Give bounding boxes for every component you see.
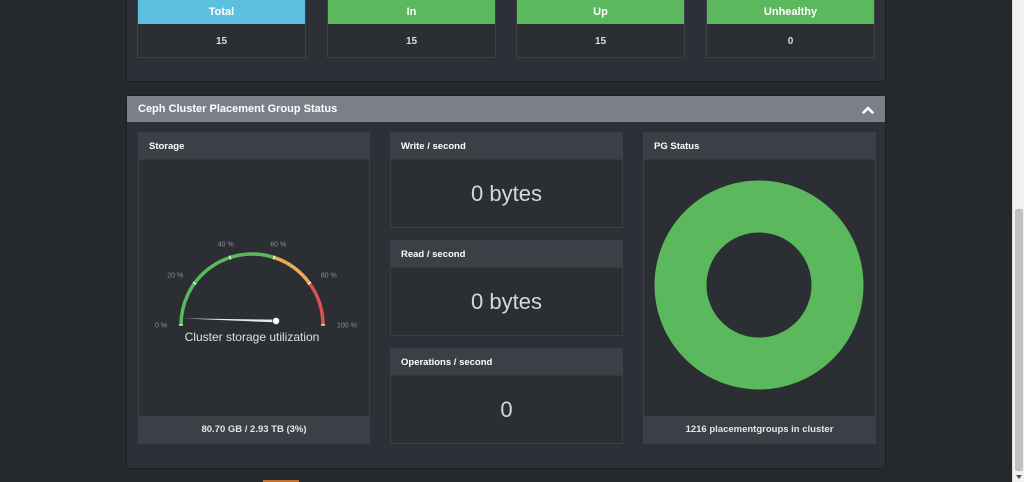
stat-unhealthy-value: 0 — [787, 36, 794, 47]
next-panel-edge — [263, 480, 299, 482]
pg-panel-title: Ceph Cluster Placement Group Status — [138, 103, 338, 115]
gauge-needle-hub — [272, 317, 280, 325]
osd-status-panel: Total 15 In 15 Up 15 Unhealthy 0 — [126, 0, 886, 82]
gauge-arc-warn — [273, 255, 311, 285]
gauge-tick-mark — [228, 255, 232, 260]
stat-up: Up 15 — [516, 0, 685, 58]
stat-up-header: Up — [517, 0, 684, 24]
stat-up-value: 15 — [594, 36, 607, 47]
gauge-tick-label: 80 % — [321, 273, 337, 280]
page-scrollbar[interactable] — [1012, 0, 1024, 482]
operations-card: Operations / second 0 — [390, 348, 623, 444]
stat-in-header: In — [328, 0, 495, 24]
stat-total-header: Total — [138, 0, 305, 24]
stat-in-value: 15 — [405, 36, 418, 47]
storage-card-title: Storage — [139, 133, 369, 160]
storage-gauge: 0 % 20 % 40 % 60 % 80 % 100 % Cluster storage … — [155, 242, 357, 344]
gauge-tick-mark — [192, 281, 197, 285]
gauge-tick-mark — [307, 281, 312, 285]
gauge-caption: Cluster storage utilization — [185, 330, 320, 344]
pg-status-panel: Ceph Cluster Placement Group Status Stor… — [126, 95, 886, 469]
storage-footer: 80.70 GB / 2.93 TB (3%) — [139, 416, 369, 443]
gauge-tick-mark — [272, 255, 276, 260]
write-card: Write / second 0 bytes — [390, 132, 623, 228]
stat-in: In 15 — [327, 0, 496, 58]
gauge-tick-label: 60 % — [270, 242, 286, 249]
operations-card-title: Operations / second — [391, 349, 622, 376]
pg-donut-chart — [654, 180, 864, 390]
gauge-needle — [182, 318, 277, 323]
pg-donut-ring — [654, 180, 864, 390]
stat-unhealthy: Unhealthy 0 — [706, 0, 875, 58]
read-card: Read / second 0 bytes — [390, 240, 623, 336]
pg-panel-header[interactable]: Ceph Cluster Placement Group Status — [127, 96, 885, 122]
gauge-arc-ok — [179, 252, 275, 326]
operations-value: 0 — [500, 396, 513, 422]
scrollbar-thumb[interactable] — [1015, 209, 1023, 471]
scroll-down-arrow-icon[interactable] — [1016, 475, 1022, 479]
pg-status-footer: 1216 placementgroups in cluster — [644, 416, 875, 443]
pg-status-card: PG Status 1216 placementgroups in cluste… — [643, 132, 876, 444]
gauge-tick-label: 40 % — [218, 242, 234, 249]
pg-status-card-title: PG Status — [644, 133, 875, 160]
write-value: 0 bytes — [471, 180, 542, 206]
gauge-tick-label: 100 % — [337, 323, 357, 330]
read-value: 0 bytes — [471, 288, 542, 314]
stat-total: Total 15 — [137, 0, 306, 58]
gauge-tick-label: 20 % — [167, 273, 183, 280]
stat-total-value: 15 — [215, 36, 228, 47]
gauge-tick-label: 0 % — [155, 323, 167, 330]
storage-card: Storage 0 % 20 % 40 % 60 % 80 % 100 % Cluster … — [138, 132, 370, 444]
write-card-title: Write / second — [391, 133, 622, 160]
chevron-up-icon[interactable] — [861, 102, 875, 116]
read-card-title: Read / second — [391, 241, 622, 268]
stat-unhealthy-header: Unhealthy — [707, 0, 874, 24]
gauge-arc-crit — [308, 282, 325, 326]
